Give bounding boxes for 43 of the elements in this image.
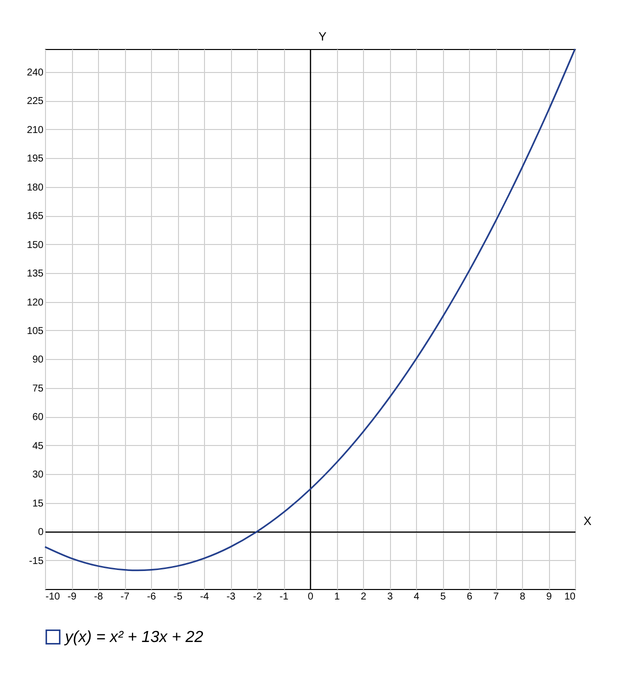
y-tick-label: 180: [26, 182, 44, 194]
y-tick-label: 90: [32, 354, 44, 366]
y-tick-label: 165: [26, 211, 44, 222]
y-tick-label: 0: [38, 527, 44, 538]
x-tick-label: 8: [520, 592, 526, 602]
x-tick-label: -1: [280, 592, 289, 602]
line-series: [44, 48, 576, 572]
y-tick-label: 120: [26, 297, 44, 308]
x-tick-label: -10: [46, 592, 60, 602]
y-tick-label: -15: [29, 556, 44, 567]
x-tick-label: 2: [360, 592, 367, 602]
y-tick-label: 45: [32, 440, 44, 452]
y-tick-label: 135: [26, 268, 44, 280]
y-tick-label: 225: [26, 96, 44, 108]
x-tick-label: 0: [308, 592, 314, 602]
x-tick-label: -8: [94, 592, 104, 602]
y-tick-label: 30: [32, 470, 44, 481]
x-tick-label: 5: [440, 592, 446, 602]
x-tick-label: 7: [493, 592, 500, 602]
y-axis-title: Y: [318, 30, 327, 44]
y-tick-label: 15: [32, 498, 44, 510]
x-tick-label: -4: [200, 592, 210, 602]
x-tick-label: 4: [414, 592, 420, 602]
y-tick-label: 150: [26, 240, 44, 251]
y-tick-label: 75: [32, 383, 44, 394]
y-tick-label: 60: [32, 412, 44, 424]
x-tick-label: 6: [466, 592, 473, 602]
x-tick-label: -6: [147, 592, 156, 602]
x-tick-label: 1: [334, 592, 340, 602]
y-tick-label: 240: [26, 67, 44, 78]
x-tick-label: 9: [546, 592, 552, 602]
y-tick-label: 195: [26, 154, 44, 165]
x-tick-label: 10: [564, 592, 576, 602]
y-tick-label: 210: [26, 124, 44, 136]
legend-label: y(x) = x² + 13x + 22: [64, 629, 204, 646]
x-axis-title: X: [584, 514, 592, 528]
x-tick-label: 3: [387, 592, 394, 602]
x-tick-label: -3: [226, 592, 236, 602]
x-tick-label: -9: [68, 592, 77, 602]
x-tick-label: -7: [120, 592, 130, 602]
x-tick-label: -5: [174, 592, 183, 602]
x-tick-label: -2: [253, 592, 262, 602]
y-tick-label: 105: [26, 326, 44, 337]
